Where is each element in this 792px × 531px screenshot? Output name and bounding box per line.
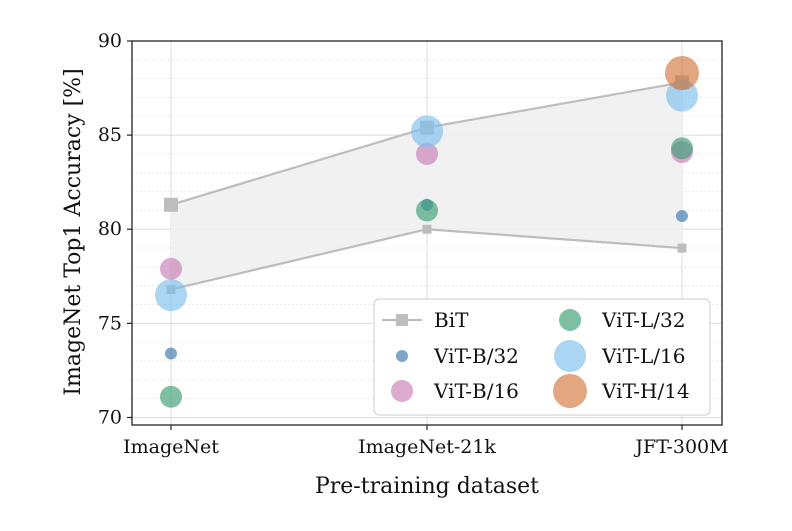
legend-label: ViT-H/14 [601,379,690,403]
y-tick-label: 85 [98,124,122,146]
legend-label: ViT-L/16 [601,344,685,368]
point-vit-l-16 [155,279,187,312]
legend-marker [391,380,413,402]
x-tick-label: JFT-300M [633,436,728,458]
legend-label: ViT-B/32 [433,344,519,368]
y-tick-label: 75 [98,312,122,334]
bit-lower-marker [422,224,432,234]
y-tick-label: 90 [98,30,122,52]
point-vit-b-32 [165,347,177,360]
point-vit-l-16 [411,115,443,148]
legend-label: ViT-B/16 [433,379,519,403]
legend-box [373,298,711,416]
axes [127,40,723,430]
legend-label: BiT [434,308,469,332]
point-vit-l-32 [671,137,693,160]
point-vit-l-32 [416,199,438,222]
bit-upper-marker [164,197,178,212]
legend-bit-marker [396,314,408,326]
data-points [155,56,699,408]
point-vit-b-32 [676,210,688,223]
point-vit-b-16 [416,142,438,165]
y-tick-label: 80 [98,218,122,240]
legend-marker [553,374,587,408]
y-tick-label: 70 [98,406,122,428]
legend-label: ViT-L/32 [601,308,685,332]
x-axis-title: Pre-training dataset [315,474,539,499]
point-vit-h-14 [665,56,699,90]
legend-marker [554,340,586,372]
legend-marker [559,309,581,331]
legend: BiT ViT-L/32 ViT-B/32 ViT-L/16 ViT-B/16 ViT-H… [373,298,711,416]
x-tick-label: ImageNet-21k [358,436,496,458]
legend-marker [396,350,408,362]
x-tick-label: ImageNet [123,436,219,458]
bit-lower-marker [677,243,687,253]
tick-labels: 70 75 80 85 90 ImageNet ImageNet-21k JFT-300M [98,30,729,458]
y-axis-title: ImageNet Top1 Accuracy [%] [61,68,86,395]
point-vit-l-32 [160,385,182,408]
point-vit-b-16 [160,257,182,280]
